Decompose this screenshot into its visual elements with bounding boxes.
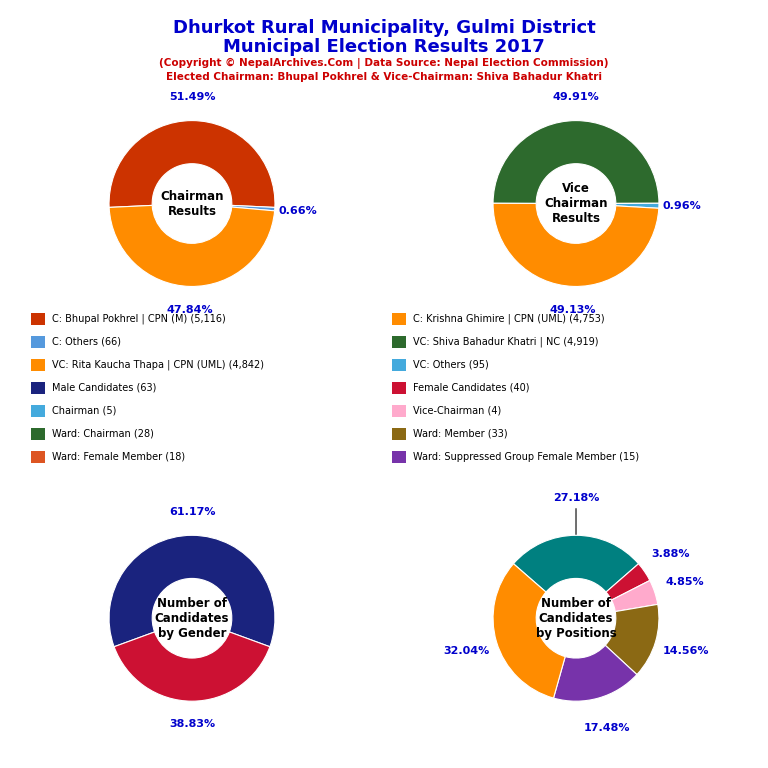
Wedge shape [109,535,275,647]
Wedge shape [493,564,565,698]
Text: Municipal Election Results 2017: Municipal Election Results 2017 [223,38,545,56]
Text: Female Candidates (40): Female Candidates (40) [413,382,530,393]
Text: 32.04%: 32.04% [443,646,489,656]
Text: Elected Chairman: Bhupal Pokhrel & Vice-Chairman: Shiva Bahadur Khatri: Elected Chairman: Bhupal Pokhrel & Vice-… [166,72,602,82]
Wedge shape [611,581,657,611]
Text: Ward: Female Member (18): Ward: Female Member (18) [52,452,185,462]
Text: VC: Rita Kaucha Thapa | CPN (UML) (4,842): VC: Rita Kaucha Thapa | CPN (UML) (4,842… [52,359,264,370]
Wedge shape [606,564,650,600]
Text: Male Candidates (63): Male Candidates (63) [52,382,157,393]
Text: 0.96%: 0.96% [663,201,701,211]
Text: 3.88%: 3.88% [651,549,690,559]
Text: Number of
Candidates
by Gender: Number of Candidates by Gender [154,597,230,640]
Text: Ward: Suppressed Group Female Member (15): Ward: Suppressed Group Female Member (15… [413,452,639,462]
Wedge shape [493,121,659,204]
Text: 61.17%: 61.17% [169,507,215,517]
Text: 14.56%: 14.56% [663,646,709,656]
Text: 38.83%: 38.83% [169,720,215,730]
Text: 17.48%: 17.48% [584,723,631,733]
Text: Ward: Chairman (28): Ward: Chairman (28) [52,429,154,439]
Wedge shape [232,205,275,211]
Wedge shape [493,204,659,286]
Wedge shape [554,645,637,701]
Text: 49.91%: 49.91% [553,92,599,102]
Text: Number of
Candidates
by Positions: Number of Candidates by Positions [535,597,617,640]
Text: Ward: Member (33): Ward: Member (33) [413,429,508,439]
Text: Vice
Chairman
Results: Vice Chairman Results [545,182,607,225]
Text: C: Others (66): C: Others (66) [52,336,121,347]
Text: VC: Others (95): VC: Others (95) [413,359,489,370]
Wedge shape [605,604,659,674]
Text: Dhurkot Rural Municipality, Gulmi District: Dhurkot Rural Municipality, Gulmi Distri… [173,19,595,37]
Wedge shape [109,121,275,207]
Text: C: Krishna Ghimire | CPN (UML) (4,753): C: Krishna Ghimire | CPN (UML) (4,753) [413,313,605,324]
Text: 0.66%: 0.66% [279,206,317,216]
Text: VC: Shiva Bahadur Khatri | NC (4,919): VC: Shiva Bahadur Khatri | NC (4,919) [413,336,599,347]
Text: 49.13%: 49.13% [550,305,596,315]
Text: (Copyright © NepalArchives.Com | Data Source: Nepal Election Commission): (Copyright © NepalArchives.Com | Data So… [159,58,609,69]
Wedge shape [616,204,659,208]
Wedge shape [109,205,275,286]
Wedge shape [514,535,638,592]
Text: Chairman
Results: Chairman Results [161,190,223,217]
Text: 27.18%: 27.18% [553,493,599,535]
Wedge shape [114,632,270,701]
Text: C: Bhupal Pokhrel | CPN (M) (5,116): C: Bhupal Pokhrel | CPN (M) (5,116) [52,313,226,324]
Text: 51.49%: 51.49% [169,92,215,102]
Text: 47.84%: 47.84% [167,305,213,315]
Text: Vice-Chairman (4): Vice-Chairman (4) [413,406,502,416]
Text: 4.85%: 4.85% [665,578,704,588]
Text: Chairman (5): Chairman (5) [52,406,117,416]
